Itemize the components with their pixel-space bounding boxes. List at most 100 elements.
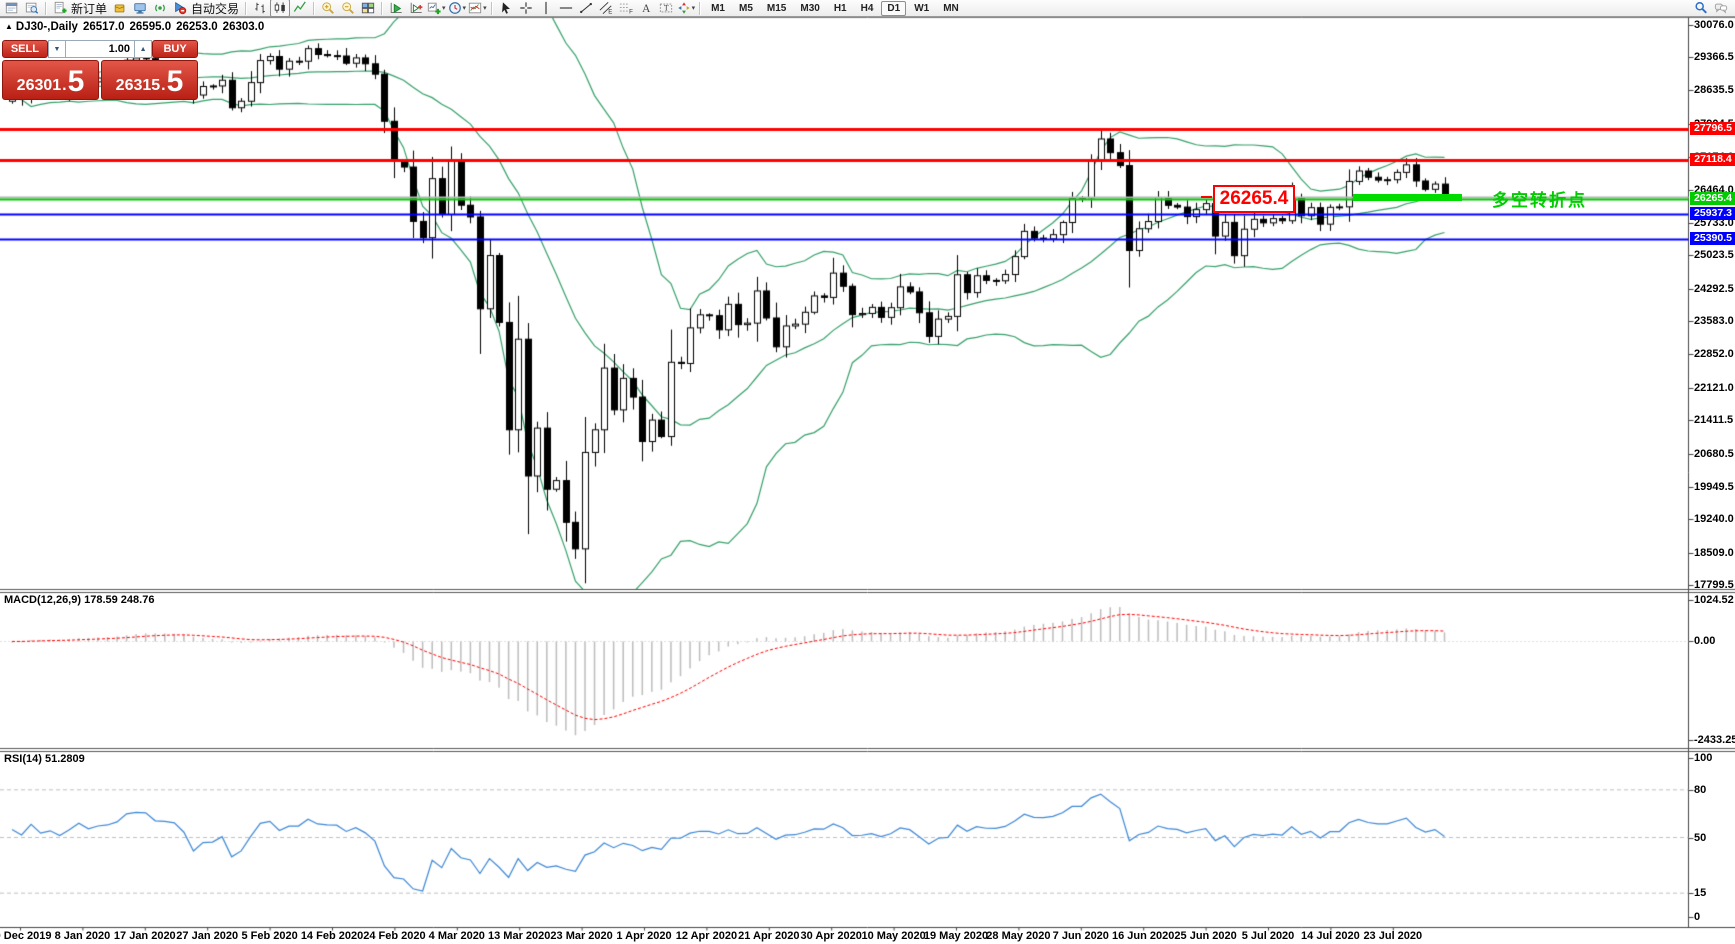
signals-icon-glyph — [153, 1, 167, 15]
candle-chart-button[interactable] — [270, 0, 291, 17]
price-tick-label: 28635.5 — [1694, 84, 1734, 97]
text-button[interactable]: A — [636, 0, 656, 17]
toolbar-buttons: 新订单 自动交易 ▾ ▾ ▾ E F A T ▾ M1 M5 M15 M30 H1 H4 D1 W1 MN — [2, 0, 966, 17]
price-tick-label: 25023.5 — [1694, 249, 1734, 262]
market-watch-icon[interactable] — [2, 0, 22, 17]
timeframe-h1-button[interactable]: H1 — [833, 2, 847, 14]
fibonacci-button[interactable]: F — [616, 0, 636, 17]
vertical-line-button[interactable] — [536, 0, 556, 17]
sell-button[interactable]: SELL — [2, 40, 48, 58]
trendline-button[interactable] — [576, 0, 596, 17]
macd-name: MACD(12,26,9) — [4, 594, 82, 606]
bar-chart-glyph — [253, 1, 267, 15]
date-tick-label: 13 Mar 2020 — [487, 930, 551, 942]
horizontal-line-glyph — [559, 1, 573, 15]
price-tick-label: 23583.0 — [1694, 315, 1734, 328]
sell-price-block[interactable]: 26301. 5 — [2, 60, 99, 100]
sell-price-dot: . — [62, 77, 67, 94]
price-tick-label: 30076.0 — [1694, 18, 1734, 31]
arrows-button[interactable]: ▾ — [676, 0, 697, 17]
price-tick-label: 19949.5 — [1694, 480, 1734, 493]
autotrading-button[interactable] — [170, 0, 190, 17]
arrows-glyph — [677, 1, 691, 15]
volume-decrease-button[interactable]: ▼ — [47, 40, 66, 58]
volume-input[interactable] — [66, 40, 134, 58]
crosshair-button[interactable] — [516, 0, 536, 17]
channel-button[interactable]: E — [596, 0, 616, 17]
rsi-tick-label: 80 — [1694, 783, 1707, 796]
ohlc-low: 26253.0 — [176, 21, 218, 33]
new-order-button[interactable] — [50, 0, 70, 17]
price-tick-label: 22121.0 — [1694, 381, 1734, 394]
buy-button[interactable]: BUY — [152, 40, 198, 58]
svg-text:A: A — [642, 3, 651, 15]
buy-price-block[interactable]: 26315. 5 — [101, 60, 198, 100]
date-tick-label: 30 Apr 2020 — [800, 930, 862, 942]
rsi-name: RSI(14) — [4, 753, 42, 765]
date-tick-label: 12 Apr 2020 — [675, 930, 738, 942]
rsi-label: RSI(14) 51.2809 — [4, 753, 85, 765]
dropdown-arrow-icon[interactable]: ▾ — [442, 5, 446, 12]
rsi-tick-label: 0 — [1694, 911, 1701, 923]
timeframe-m5-button[interactable]: M5 — [739, 2, 753, 14]
strategy-tester-button[interactable] — [386, 0, 406, 17]
collapse-triangle-icon[interactable]: ▲ — [5, 22, 13, 31]
new-chart-button[interactable]: ▾ — [426, 0, 447, 17]
price-tick-label: 19240.0 — [1694, 513, 1734, 526]
label-button[interactable]: T — [656, 0, 676, 17]
timeframe-d1-button[interactable]: D1 — [881, 0, 907, 16]
cursor-button[interactable] — [496, 0, 516, 17]
toolbar-separator — [381, 1, 384, 15]
timeframe-h4-button[interactable]: H4 — [860, 2, 874, 14]
symbol-search-icon[interactable] — [1691, 0, 1711, 17]
support-line-2-price-badge: 25390.5 — [1690, 232, 1735, 246]
profiles-button[interactable]: ▾ — [467, 0, 488, 17]
timeframe-m15-button[interactable]: M15 — [766, 2, 787, 14]
volume-increase-button[interactable]: ▲ — [134, 40, 153, 58]
date-tick-label: 5 Feb 2020 — [241, 930, 298, 942]
spinner-down-icon: ▼ — [53, 45, 61, 53]
support-line-1-price-badge: 25937.3 — [1690, 207, 1735, 221]
sell-price-main: 26301 — [16, 77, 62, 94]
zoom-in-button[interactable] — [318, 0, 338, 17]
timeframe-w1-button[interactable]: W1 — [914, 2, 930, 14]
timeframe-mn-button[interactable]: MN — [943, 2, 959, 14]
price-tick-label: 29366.5 — [1694, 51, 1734, 64]
bar-chart-button[interactable] — [250, 0, 270, 17]
chat-icon[interactable] — [1711, 0, 1731, 17]
step-forward-button[interactable] — [406, 0, 426, 17]
line-chart-button[interactable] — [290, 0, 310, 17]
horizontal-line-button[interactable] — [556, 0, 576, 17]
signals-icon[interactable] — [150, 0, 170, 17]
timeframe-m1-button[interactable]: M1 — [711, 2, 725, 14]
tile-windows-button[interactable] — [358, 0, 378, 17]
pivot-price-annotation[interactable]: 26265.4 — [1213, 185, 1295, 213]
cursor-glyph — [499, 1, 513, 15]
autotrading-button-label[interactable]: 自动交易 — [191, 1, 240, 16]
price-box-dash — [1201, 196, 1212, 198]
crosshair-glyph — [519, 1, 533, 15]
terminal-icon[interactable] — [130, 0, 150, 17]
period-button[interactable]: ▾ — [447, 0, 468, 17]
macd-tick-label: -2433.25 — [1694, 734, 1735, 746]
new-order-button-label[interactable]: 新订单 — [71, 1, 108, 16]
symbol-period-label: DJ30-,Daily — [15, 21, 78, 33]
date-tick-label: 7 Jun 2020 — [1052, 930, 1109, 942]
fibonacci-glyph: F — [619, 1, 633, 15]
pivot-line-price-badge: 26265.4 — [1690, 192, 1735, 206]
new-chart-glyph — [427, 1, 441, 15]
dropdown-arrow-icon[interactable]: ▾ — [483, 5, 487, 12]
dropdown-arrow-icon[interactable]: ▾ — [462, 5, 467, 12]
history-center-icon[interactable] — [110, 0, 130, 17]
dropdown-arrow-icon[interactable]: ▾ — [691, 5, 696, 12]
pivot-zone-bar[interactable] — [1353, 194, 1462, 201]
step-forward-glyph — [409, 1, 423, 15]
data-window-icon[interactable] — [22, 0, 42, 17]
data-window-icon-glyph — [25, 1, 39, 15]
macd-tick-label: 0.00 — [1694, 635, 1716, 648]
timeframe-m30-button[interactable]: M30 — [800, 2, 820, 14]
date-tick-label: 24 Feb 2020 — [363, 930, 426, 942]
zoom-out-button[interactable] — [338, 0, 358, 17]
